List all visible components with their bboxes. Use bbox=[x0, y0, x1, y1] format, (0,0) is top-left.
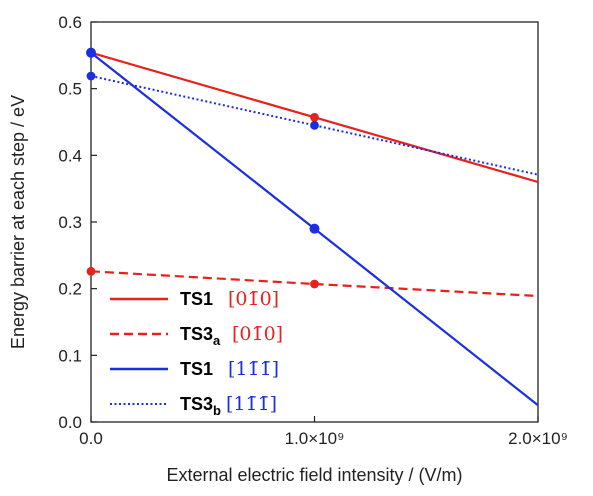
legend-label-3: TS1 bbox=[180, 359, 213, 379]
data-point bbox=[310, 120, 319, 130]
data-point bbox=[86, 71, 96, 81]
legend-plane-2: [01̄0] bbox=[232, 323, 283, 345]
legend-plane-4: [11̄1̄] bbox=[226, 393, 277, 415]
legend-label-1: TS1 bbox=[180, 289, 213, 309]
legend-plane-3: [11̄1̄] bbox=[228, 358, 279, 380]
legend-label-4: TS3b bbox=[180, 394, 221, 418]
y-tick-label: 0.6 bbox=[58, 13, 82, 32]
axes: 0.0 0.1 0.2 0.3 0.4 0.5 0.6 0.0 1.0×10⁹ 2.0×10⁹ bbox=[58, 13, 568, 448]
legend-label-2: TS3a bbox=[180, 324, 221, 348]
data-point bbox=[310, 279, 319, 289]
data-point bbox=[310, 112, 319, 122]
data-point bbox=[86, 266, 96, 276]
y-tick-label: 0.0 bbox=[58, 413, 82, 432]
y-axis-title: Energy barrier at each step / eV bbox=[8, 95, 28, 349]
series-lines bbox=[86, 47, 539, 407]
series-line-2 bbox=[90, 270, 539, 298]
y-tick-label: 0.4 bbox=[58, 146, 82, 165]
y-tick-label: 0.5 bbox=[58, 80, 82, 99]
legend-label-subscript: b bbox=[213, 403, 221, 418]
y-tick-label: 0.3 bbox=[58, 213, 82, 232]
y-tick-label: 0.1 bbox=[58, 346, 82, 365]
plot-frame bbox=[90, 21, 539, 423]
x-tick-label: 0.0 bbox=[79, 429, 103, 448]
legend: TS1 [01̄0]TS3a [01̄0]TS1 [11̄1̄]TS3b [11̄1̄] bbox=[110, 288, 283, 418]
legend-label-subscript: a bbox=[213, 333, 221, 348]
legend-plane-1: [01̄0] bbox=[228, 288, 279, 310]
x-tick-label: 1.0×10⁹ bbox=[285, 429, 345, 448]
x-axis-title: External electric field intensity / (V/m… bbox=[166, 465, 462, 485]
x-tick-label: 2.0×10⁹ bbox=[508, 429, 568, 448]
data-point bbox=[309, 223, 320, 234]
data-point bbox=[86, 47, 96, 58]
y-tick-label: 0.2 bbox=[58, 280, 82, 299]
